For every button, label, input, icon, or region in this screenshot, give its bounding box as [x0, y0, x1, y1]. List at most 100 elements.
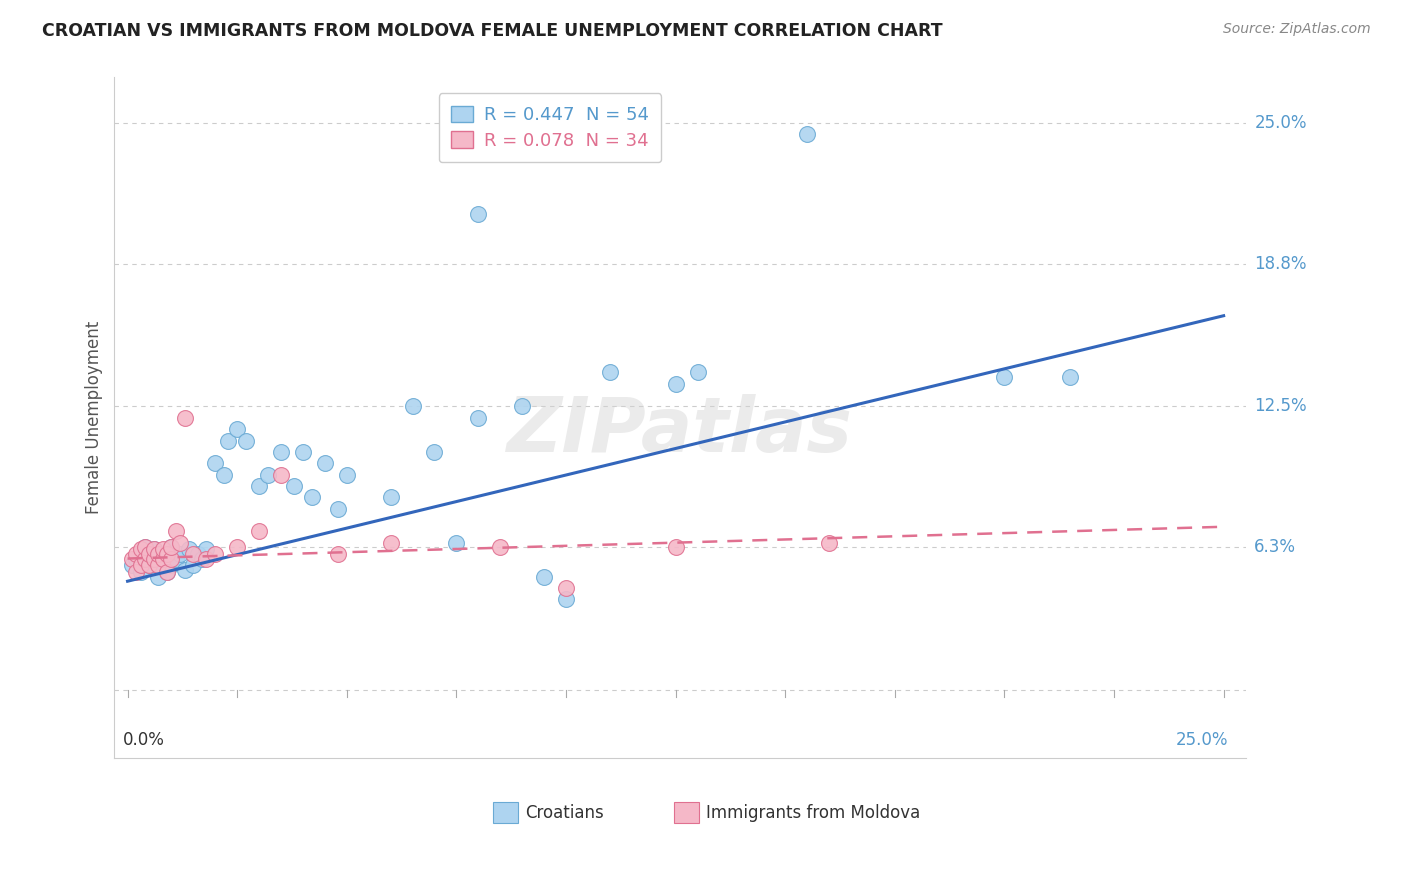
FancyBboxPatch shape [675, 803, 699, 823]
Point [599, 366, 621, 380]
Point [134, 540, 156, 554]
Point [138, 558, 160, 573]
Point [129, 558, 152, 573]
Point [204, 456, 226, 470]
Point [226, 422, 249, 436]
Point [152, 547, 174, 561]
Point [796, 127, 818, 141]
Point [247, 479, 270, 493]
Text: 18.8%: 18.8% [1254, 254, 1306, 273]
Point [401, 400, 423, 414]
Point [270, 445, 292, 459]
Point [195, 542, 218, 557]
Point [301, 490, 323, 504]
Point [125, 551, 148, 566]
FancyBboxPatch shape [494, 803, 519, 823]
Point [160, 551, 183, 566]
Point [129, 542, 152, 557]
Point [134, 551, 156, 566]
Point [121, 551, 143, 566]
Point [142, 551, 165, 566]
Point [156, 547, 179, 561]
Point [533, 570, 555, 584]
Point [555, 581, 578, 595]
Point [226, 540, 249, 554]
Point [165, 551, 187, 566]
Point [326, 501, 349, 516]
Point [212, 467, 235, 482]
Point [160, 540, 183, 554]
Point [183, 547, 205, 561]
Point [173, 410, 195, 425]
Point [665, 540, 688, 554]
Point [314, 456, 336, 470]
Point [138, 547, 160, 561]
Point [467, 206, 489, 220]
Point [283, 479, 305, 493]
Point [187, 547, 209, 561]
Point [148, 558, 170, 573]
Point [291, 445, 314, 459]
Point [235, 434, 257, 448]
Point [270, 467, 292, 482]
Point [247, 524, 270, 539]
Point [129, 565, 152, 579]
Point [217, 434, 239, 448]
Point [380, 535, 402, 549]
Text: ZIPatlas: ZIPatlas [508, 394, 853, 468]
Point [134, 554, 156, 568]
Point [191, 551, 214, 566]
Point [129, 547, 152, 561]
Point [156, 565, 179, 579]
Point [138, 547, 160, 561]
Point [257, 467, 280, 482]
Point [142, 542, 165, 557]
Point [148, 570, 170, 584]
Text: 6.3%: 6.3% [1254, 538, 1296, 557]
Point [152, 542, 174, 557]
Point [380, 490, 402, 504]
Point [160, 540, 183, 554]
Point [467, 410, 489, 425]
Point [121, 558, 143, 573]
Text: CROATIAN VS IMMIGRANTS FROM MOLDOVA FEMALE UNEMPLOYMENT CORRELATION CHART: CROATIAN VS IMMIGRANTS FROM MOLDOVA FEMA… [42, 22, 943, 40]
Text: 25.0%: 25.0% [1175, 731, 1227, 749]
Point [183, 558, 205, 573]
Point [993, 370, 1015, 384]
Point [195, 551, 218, 566]
Text: 0.0%: 0.0% [124, 731, 165, 749]
Text: Source: ZipAtlas.com: Source: ZipAtlas.com [1223, 22, 1371, 37]
Text: 25.0%: 25.0% [1254, 114, 1306, 132]
Point [446, 535, 468, 549]
Point [423, 445, 446, 459]
Point [665, 376, 688, 391]
Point [152, 551, 174, 566]
Point [336, 467, 359, 482]
Point [489, 540, 512, 554]
Point [125, 547, 148, 561]
Text: Croatians: Croatians [524, 804, 603, 822]
Point [138, 558, 160, 573]
Point [169, 547, 191, 561]
Point [1059, 370, 1081, 384]
Point [510, 400, 533, 414]
Point [555, 592, 578, 607]
Legend: R = 0.447  N = 54, R = 0.078  N = 34: R = 0.447 N = 54, R = 0.078 N = 34 [439, 94, 661, 162]
Point [169, 535, 191, 549]
Point [156, 565, 179, 579]
Text: 12.5%: 12.5% [1254, 398, 1308, 416]
Point [152, 551, 174, 566]
Point [125, 565, 148, 579]
Text: Immigrants from Moldova: Immigrants from Moldova [706, 804, 921, 822]
Point [326, 547, 349, 561]
Point [686, 366, 709, 380]
Point [177, 542, 200, 557]
Point [142, 542, 165, 557]
Point [818, 535, 841, 549]
Point [148, 547, 170, 561]
Point [148, 558, 170, 573]
Point [134, 540, 156, 554]
Point [142, 551, 165, 566]
Point [204, 547, 226, 561]
Point [160, 558, 183, 573]
